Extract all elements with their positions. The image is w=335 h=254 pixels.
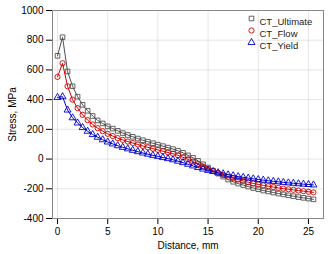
svg-text:0: 0 [55,226,61,237]
svg-text:CT_Flow: CT_Flow [260,28,298,39]
svg-text:CT_Yield: CT_Yield [260,40,299,51]
svg-text:800: 800 [27,34,44,45]
svg-text:200: 200 [27,124,44,135]
svg-text:-200: -200 [23,183,43,194]
svg-text:5: 5 [105,226,111,237]
svg-text:400: 400 [27,94,44,105]
svg-text:20: 20 [253,226,265,237]
svg-text:600: 600 [27,64,44,75]
svg-text:-400: -400 [23,213,43,224]
svg-text:25: 25 [303,226,315,237]
svg-text:Stress, MPa: Stress, MPa [7,87,18,142]
svg-text:Distance, mm: Distance, mm [157,240,218,251]
svg-text:0: 0 [38,153,44,164]
svg-text:15: 15 [203,226,215,237]
svg-text:10: 10 [152,226,164,237]
svg-text:1000: 1000 [21,5,44,16]
svg-text:CT_Ultimate: CT_Ultimate [260,16,313,27]
